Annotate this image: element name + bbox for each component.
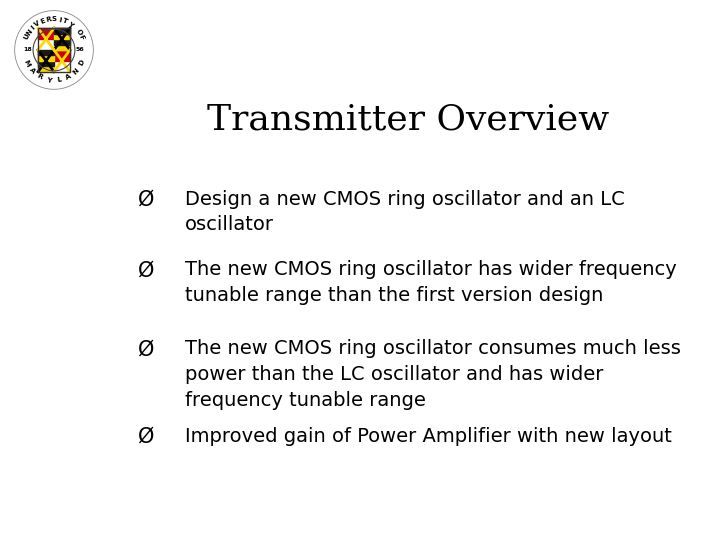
Text: Ø: Ø [138,260,154,280]
Text: U: U [22,33,30,41]
Bar [54,50,70,61]
Bar [54,61,70,72]
Bar [38,39,54,50]
Text: R: R [45,17,51,23]
Text: Transmitter Overview: Transmitter Overview [207,102,609,136]
Bar [54,33,70,39]
Text: R: R [36,73,43,81]
Bar [54,28,70,39]
Text: Ø: Ø [138,427,154,447]
Text: I: I [30,25,36,31]
Text: V: V [34,20,42,28]
Text: I: I [58,17,61,23]
Text: N: N [72,67,81,75]
Text: O: O [75,28,83,36]
Bar [38,56,54,61]
Circle shape [14,10,94,90]
Text: D: D [78,59,86,67]
Bar [38,61,54,72]
Text: L: L [56,77,62,83]
Text: F: F [78,33,86,40]
Text: Ø: Ø [138,339,154,359]
Bar [54,39,70,44]
Text: S: S [52,16,56,22]
Text: 56: 56 [76,48,84,52]
Text: Ø: Ø [138,190,154,210]
Bar [38,66,54,72]
Text: A: A [65,73,72,81]
Text: Y: Y [46,77,52,84]
Text: Improved gain of Power Amplifier with new layout: Improved gain of Power Amplifier with ne… [185,427,672,446]
Bar [54,44,70,50]
Text: 18: 18 [24,48,32,52]
Bar [38,61,54,66]
Bar [38,28,54,39]
Text: M: M [22,58,30,68]
Bar [54,39,70,50]
Text: The new CMOS ring oscillator has wider frequency
tunable range than the first ve: The new CMOS ring oscillator has wider f… [185,260,677,305]
Bar [54,28,70,33]
Text: T: T [62,18,68,25]
Text: Design a new CMOS ring oscillator and an LC
oscillator: Design a new CMOS ring oscillator and an… [185,190,625,234]
Text: The new CMOS ring oscillator consumes much less
power than the LC oscillator and: The new CMOS ring oscillator consumes mu… [185,339,680,410]
Bar [38,50,54,56]
Text: Y: Y [67,21,74,28]
Text: N: N [25,28,33,36]
Bar [38,50,54,61]
Text: E: E [40,18,46,25]
Bar [38,28,70,72]
Text: A: A [28,67,36,75]
